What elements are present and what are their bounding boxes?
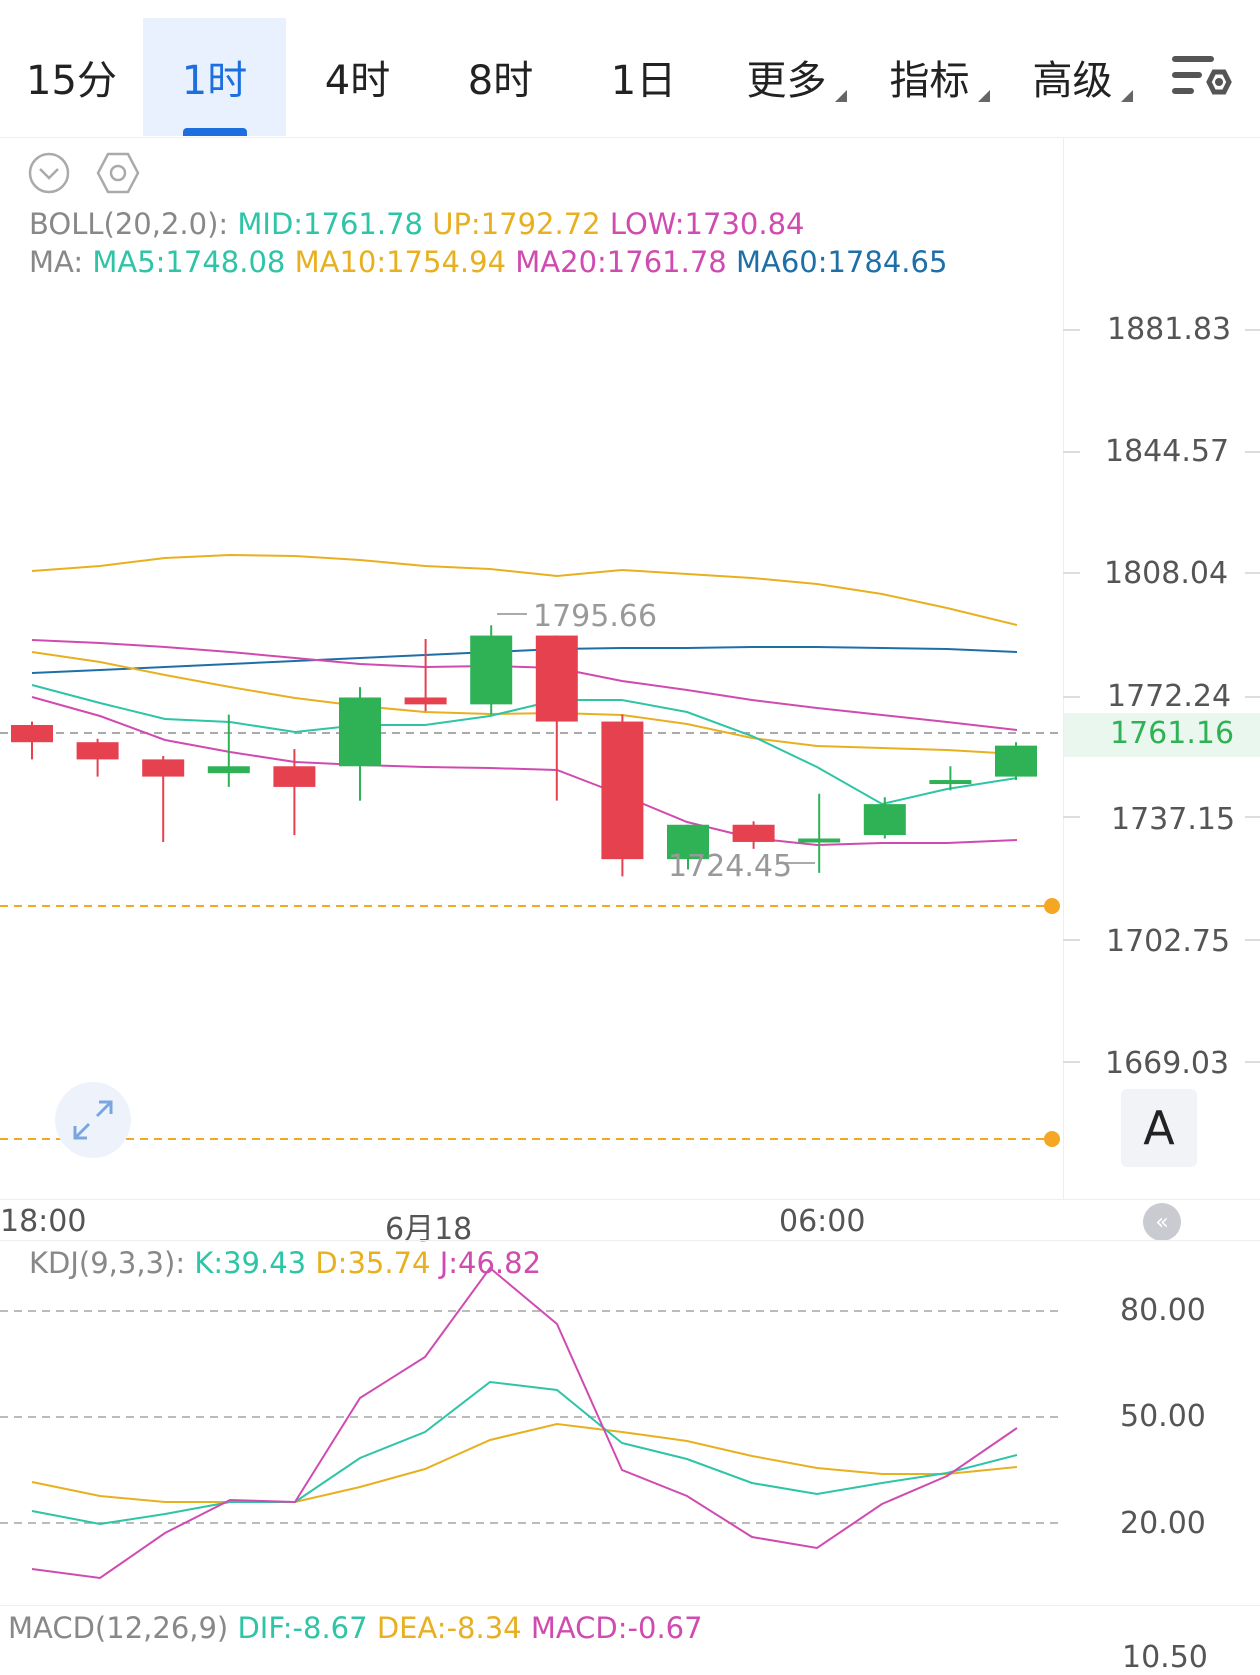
time-axis-label: 18:00 <box>0 1204 87 1239</box>
kdj-axis-label: 80.00 <box>1120 1293 1206 1328</box>
auto-scale-label: A <box>1143 1101 1175 1155</box>
ma-legend: MA: MA5:1748.08 MA10:1754.94 MA20:1761.7… <box>29 245 947 279</box>
tab-advanced[interactable]: 高级 <box>1001 18 1144 136</box>
alert-handle <box>1044 898 1060 914</box>
tab-8h[interactable]: 8时 <box>429 18 572 136</box>
candle-body[interactable] <box>207 766 250 774</box>
candle-body[interactable] <box>76 742 119 760</box>
auto-scale-button[interactable]: A <box>1121 1089 1197 1167</box>
boll-lower-line <box>31 696 1018 847</box>
tab-4h[interactable]: 4时 <box>286 18 429 136</box>
candle-body[interactable] <box>667 824 709 860</box>
tab-more[interactable]: 更多 <box>715 18 858 136</box>
macd-dea: DEA:-8.34 <box>376 1611 522 1645</box>
kdj-name: KDJ(9,3,3): <box>29 1246 186 1280</box>
candle-body[interactable] <box>404 697 447 705</box>
price-axis-label: 1772.24 <box>1107 679 1232 714</box>
macd-axis-label: 10.50 <box>1122 1640 1208 1675</box>
candle-body[interactable] <box>11 724 53 743</box>
tab-label: 8时 <box>467 58 534 104</box>
chevron-left-double-icon: « <box>1155 1209 1169 1235</box>
kdj-divider <box>0 1240 1260 1241</box>
macd-hist: MACD:-0.67 <box>530 1611 703 1645</box>
tab-label: 更多 <box>746 58 827 104</box>
candle-body[interactable] <box>273 766 316 787</box>
price-axis-label: 1669.03 <box>1105 1046 1230 1081</box>
candle-body[interactable] <box>142 759 185 777</box>
tab-indicators[interactable]: 指标 <box>858 18 1001 136</box>
current-price-label: 1761.16 <box>1110 716 1235 751</box>
active-tab-indicator <box>182 128 247 136</box>
candle-body[interactable] <box>732 824 775 842</box>
dropdown-corner-icon <box>835 90 847 102</box>
kdj-j: J:46.82 <box>439 1246 542 1280</box>
ma60-line <box>31 646 1018 674</box>
kdj-legend: KDJ(9,3,3): K:39.43 D:35.74 J:46.82 <box>29 1246 541 1280</box>
ma20-value: MA20:1761.78 <box>515 245 727 279</box>
ma5-line <box>31 684 1018 806</box>
high-price-label: 1795.66 <box>533 599 657 634</box>
dropdown-corner-icon <box>978 90 990 102</box>
ma60-value: MA60:1784.65 <box>735 245 948 279</box>
ma20-line <box>31 639 1018 731</box>
current-price-highlight <box>1064 713 1260 757</box>
ma5-value: MA5:1748.08 <box>92 245 286 279</box>
boll-name: BOLL(20,2.0): <box>29 207 229 241</box>
tab-label: 高级 <box>1032 58 1113 104</box>
kdj-axis-label: 50.00 <box>1120 1399 1206 1434</box>
tab-label: 1时 <box>181 58 248 104</box>
macd-legend: MACD(12,26,9) DIF:-8.67 DEA:-8.34 MACD:-… <box>8 1611 703 1645</box>
tab-label: 指标 <box>889 58 970 104</box>
boll-up: UP:1792.72 <box>432 207 601 241</box>
price-axis-label: 1702.75 <box>1106 924 1231 959</box>
candle-body[interactable] <box>535 635 578 722</box>
tab-1h[interactable]: 1时 <box>143 18 286 136</box>
time-axis-divider <box>0 1199 1260 1200</box>
low-price-label: 1724.45 <box>668 849 792 884</box>
tab-15m[interactable]: 15分 <box>0 18 143 136</box>
boll-legend: BOLL(20,2.0): MID:1761.78 UP:1792.72 LOW… <box>29 207 804 241</box>
time-axis-label: 6月18 <box>385 1212 473 1247</box>
ma10-value: MA10:1754.94 <box>294 245 507 279</box>
ma10-line <box>31 651 1018 755</box>
candle-body[interactable] <box>995 745 1037 777</box>
kdj-axis-label: 20.00 <box>1120 1506 1206 1541</box>
boll-mid: MID:1761.78 <box>237 207 423 241</box>
candle-body[interactable] <box>863 804 906 836</box>
tab-label: 4时 <box>324 58 391 104</box>
kdj-d: D:35.74 <box>315 1246 431 1280</box>
price-axis-label: 1844.57 <box>1105 434 1230 469</box>
price-axis-divider <box>1063 137 1064 1199</box>
boll-upper-line <box>31 553 1018 626</box>
timeframe-toolbar: 15分 1时 4时 8时 1日 更多 指标 高级 <box>0 0 1260 138</box>
price-axis-label: 1881.83 <box>1107 312 1232 347</box>
tab-1d[interactable]: 1日 <box>572 18 715 136</box>
candle-body[interactable] <box>339 697 381 767</box>
alert-handle <box>1044 1131 1060 1147</box>
dropdown-corner-icon <box>1121 90 1133 102</box>
collapse-chevron-icon[interactable] <box>27 151 71 195</box>
price-axis-label: 1808.04 <box>1104 556 1229 591</box>
tab-label: 1日 <box>610 58 677 104</box>
price-axis-label: 1737.15 <box>1111 802 1236 837</box>
ma-name: MA: <box>29 245 84 279</box>
candle-body[interactable] <box>470 635 513 705</box>
boll-low: LOW:1730.84 <box>609 207 805 241</box>
macd-name: MACD(12,26,9) <box>8 1611 229 1645</box>
candle-body[interactable] <box>929 780 972 785</box>
kdj-k: K:39.43 <box>194 1246 307 1280</box>
fullscreen-button[interactable] <box>55 1082 131 1158</box>
candle-body[interactable] <box>601 721 644 860</box>
candle-body[interactable] <box>798 838 841 843</box>
tab-label: 15分 <box>26 58 117 104</box>
time-axis-label: 06:00 <box>779 1204 866 1239</box>
indicator-settings-icon[interactable] <box>95 150 141 196</box>
macd-dif: DIF:-8.67 <box>237 1611 368 1645</box>
macd-divider <box>0 1605 1260 1606</box>
chart-settings-icon[interactable] <box>1168 50 1238 110</box>
scroll-to-latest-button[interactable]: « <box>1143 1203 1181 1241</box>
expand-arrows-icon <box>73 1100 113 1140</box>
